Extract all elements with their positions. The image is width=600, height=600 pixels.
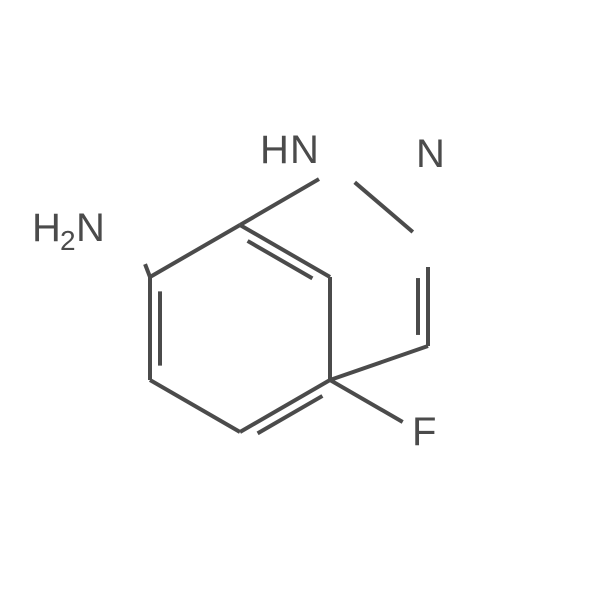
svg-text:HN: HN bbox=[260, 128, 319, 172]
svg-text:F: F bbox=[412, 410, 436, 454]
svg-text:N: N bbox=[416, 132, 445, 176]
molecule-diagram: HN N H2N F bbox=[0, 0, 600, 600]
svg-text:H2N: H2N bbox=[32, 206, 105, 256]
